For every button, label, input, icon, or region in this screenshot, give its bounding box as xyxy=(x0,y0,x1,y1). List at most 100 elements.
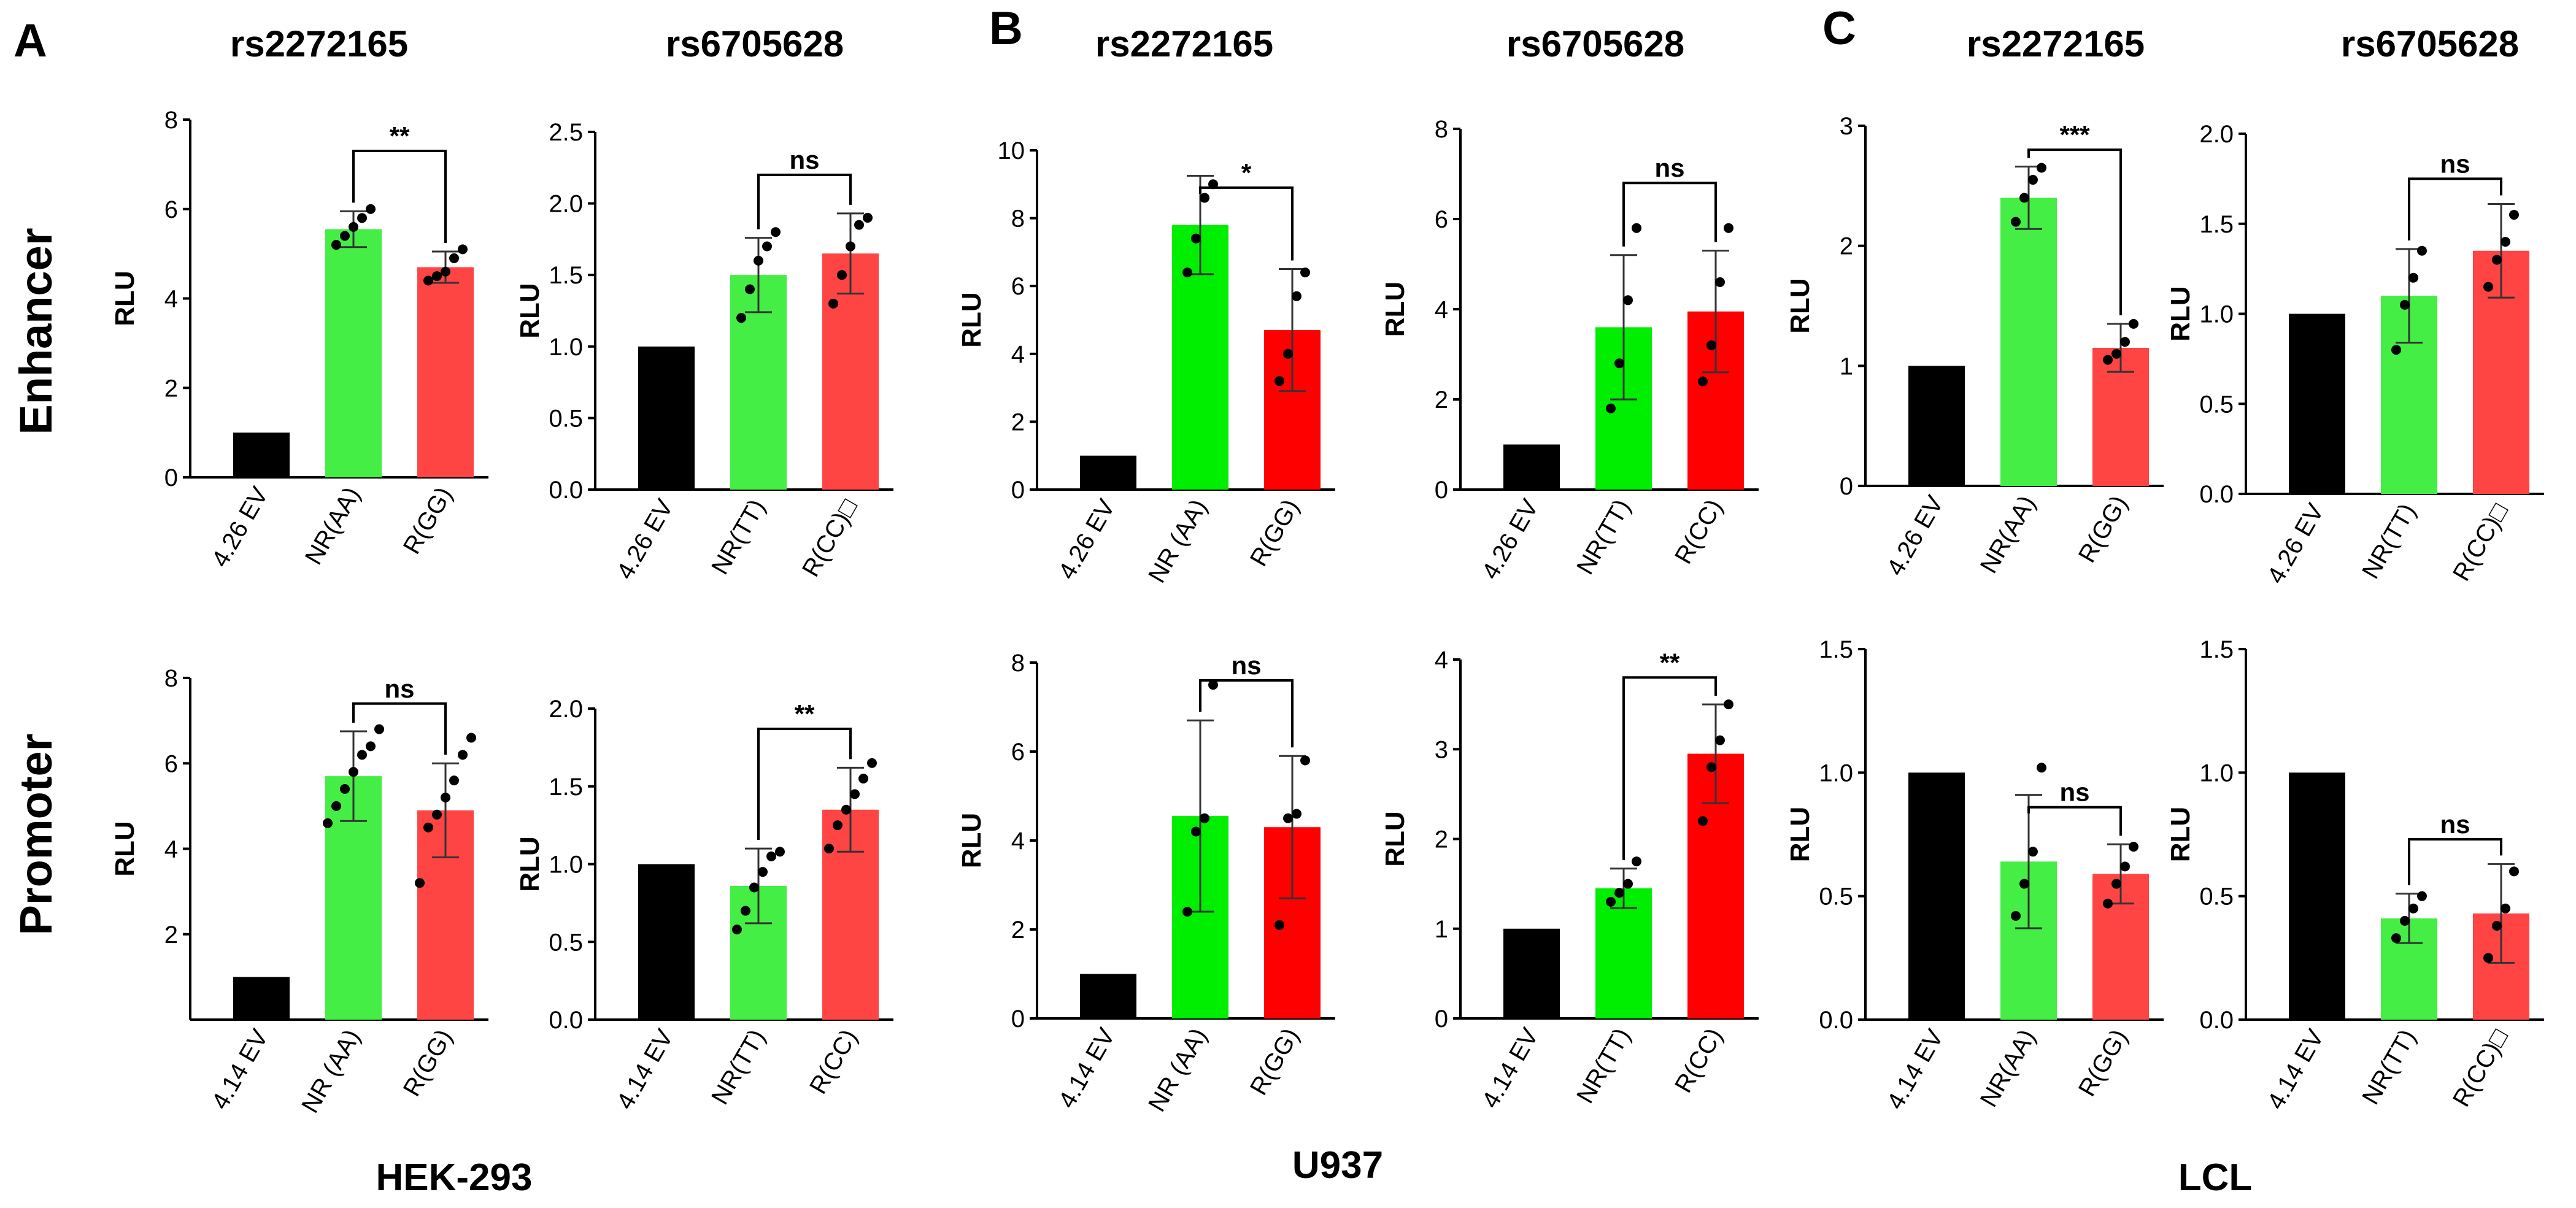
data-point xyxy=(841,804,851,815)
y-tick-label: 0 xyxy=(1011,1006,1025,1033)
y-tick-label: 0.5 xyxy=(2199,883,2234,910)
significance-label: ns xyxy=(2440,810,2470,839)
bar-ev xyxy=(638,346,695,490)
chart-a-enh-1: 0 2 4 6 8 RLU 4.26 EV NR(AA) R(GG) ** xyxy=(110,107,488,572)
data-point xyxy=(775,847,785,857)
data-point xyxy=(745,284,755,294)
y-tick-label: 4 xyxy=(1435,296,1448,323)
data-point xyxy=(2028,847,2038,857)
x-tick-label: NR (AA) xyxy=(1143,495,1213,588)
data-point xyxy=(867,758,877,768)
data-point xyxy=(349,767,358,777)
significance-label: ns xyxy=(789,145,819,174)
data-point xyxy=(2417,245,2427,256)
data-point xyxy=(837,270,847,280)
x-tick-label: R(GG) xyxy=(2073,491,2133,567)
data-point xyxy=(2129,318,2138,329)
significance-label: * xyxy=(1241,158,1252,187)
y-tick-label: 1.0 xyxy=(2199,301,2234,328)
y-axis-label: RLU xyxy=(1380,282,1410,337)
data-point xyxy=(1606,403,1616,414)
column-header-a-1: rs2272165 xyxy=(230,23,408,64)
data-point xyxy=(415,878,425,888)
significance-bracket xyxy=(757,727,852,841)
x-tick-label: 4.14 EV xyxy=(2262,1025,2329,1114)
data-point xyxy=(441,792,450,802)
y-tick-label: 0.0 xyxy=(549,1007,583,1034)
data-point xyxy=(340,231,350,241)
x-tick-label: NR(TT) xyxy=(2357,1025,2421,1109)
column-header-a-2: rs6705628 xyxy=(666,23,844,64)
data-point xyxy=(2037,763,2046,773)
data-point xyxy=(846,241,855,252)
significance-bracket xyxy=(2408,177,2502,240)
y-tick-label: 1.5 xyxy=(549,774,583,801)
data-point xyxy=(331,801,341,811)
y-tick-label: 0 xyxy=(1435,477,1448,504)
y-axis-label: RLU xyxy=(110,821,140,876)
data-point xyxy=(1706,340,1716,350)
data-point xyxy=(366,204,376,214)
x-tick-label: 4.26 EV xyxy=(2262,499,2329,588)
data-point xyxy=(2011,217,2021,227)
bar-ev xyxy=(638,864,695,1020)
x-tick-label: R(GG) xyxy=(398,1025,458,1101)
data-point xyxy=(833,820,843,831)
y-tick-label: 10 xyxy=(998,137,1025,164)
y-tick-label: 6 xyxy=(1435,206,1448,233)
chart-b-enh-1: 0 2 4 6 8 10 RLU 4.26 EV NR (AA) R(GG) * xyxy=(957,137,1335,587)
x-tick-label: NR(AA) xyxy=(1975,491,2041,578)
x-tick-label: R(GG) xyxy=(1245,495,1305,571)
significance-bracket xyxy=(2027,806,2122,836)
y-tick-label: 6 xyxy=(164,196,178,223)
data-point xyxy=(749,882,759,893)
data-point xyxy=(754,255,763,266)
y-axis-label: RLU xyxy=(1785,278,1815,333)
panel-letter-b: B xyxy=(989,2,1023,55)
y-tick-label: 0.5 xyxy=(2199,391,2234,418)
data-point xyxy=(1283,813,1293,823)
x-tick-label: R(CC) xyxy=(804,1025,863,1099)
data-point xyxy=(1623,879,1633,889)
y-tick-label: 8 xyxy=(1435,116,1448,143)
significance-label: ** xyxy=(795,699,815,728)
bar-nr xyxy=(2000,198,2057,486)
significance-label: ns xyxy=(1654,153,1684,182)
data-point xyxy=(2501,237,2510,247)
data-point xyxy=(357,750,367,760)
significance-bracket xyxy=(352,150,447,243)
x-tick-label: R(CC) xyxy=(1670,1024,1728,1098)
y-axis-label: RLU xyxy=(2165,286,2196,341)
y-tick-label: 0 xyxy=(1840,473,1853,500)
column-header-b-2: rs6705628 xyxy=(1506,23,1684,64)
data-point xyxy=(432,271,442,282)
x-tick-label: NR(AA) xyxy=(1975,1025,2041,1112)
y-tick-label: 6 xyxy=(164,750,178,777)
chart-a-pro-2: 0.0 0.5 1.0 1.5 2.0 RLU 4.14 EV NR(TT) R(CC) ** xyxy=(515,696,893,1114)
data-point xyxy=(1275,920,1284,930)
significance-label: ns xyxy=(2440,149,2470,178)
data-point xyxy=(1208,680,1218,690)
data-point xyxy=(323,818,333,828)
y-tick-label: 0.5 xyxy=(1819,883,1853,910)
data-point xyxy=(1715,277,1725,287)
data-point xyxy=(449,775,459,786)
data-point xyxy=(1614,358,1624,369)
data-point xyxy=(1724,223,1733,233)
data-point xyxy=(2019,193,2029,203)
data-point xyxy=(374,724,384,734)
data-point xyxy=(432,809,442,820)
y-tick-label: 2 xyxy=(1011,917,1025,944)
data-point xyxy=(1623,295,1633,306)
y-tick-label: 1.5 xyxy=(549,262,583,289)
x-tick-label: 4.26 EV xyxy=(1054,494,1120,584)
y-tick-label: 0.5 xyxy=(549,405,583,432)
chart-a-pro-1: 2 4 6 8 RLU 4.14 EV NR (AA) R(GG) ns xyxy=(110,665,488,1117)
y-tick-label: 3 xyxy=(1840,113,1853,140)
y-tick-label: 1.0 xyxy=(2199,760,2234,787)
x-tick-label: NR(TT) xyxy=(706,495,771,579)
data-point xyxy=(441,266,450,277)
data-point xyxy=(1292,809,1301,819)
x-tick-label: NR(TT) xyxy=(2357,499,2421,583)
data-point xyxy=(771,227,781,237)
